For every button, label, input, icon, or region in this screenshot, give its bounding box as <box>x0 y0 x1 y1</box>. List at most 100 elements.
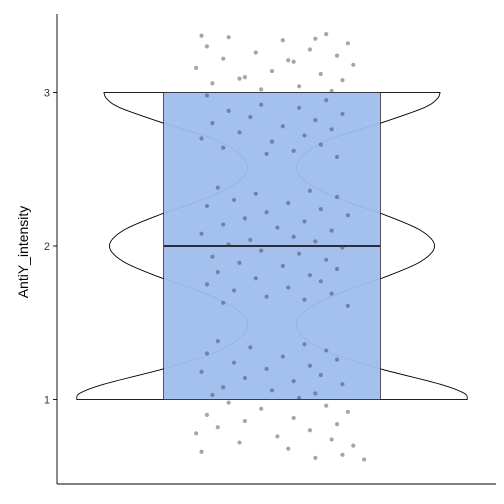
data-point <box>221 145 226 150</box>
data-point <box>199 136 204 141</box>
points-layer <box>194 32 367 462</box>
data-point <box>291 415 296 421</box>
data-point <box>307 273 313 278</box>
data-point <box>313 117 318 123</box>
data-point <box>221 300 226 305</box>
y-axis-title: AntiY_intensity <box>15 206 31 299</box>
data-point <box>307 188 313 193</box>
data-point <box>204 351 210 356</box>
data-point <box>221 385 226 390</box>
y-tick-label: 2 <box>44 241 50 253</box>
data-point <box>334 53 340 58</box>
data-point <box>253 191 258 196</box>
data-point <box>345 41 350 46</box>
data-point <box>291 234 296 239</box>
data-point <box>269 68 275 74</box>
data-point <box>351 62 356 67</box>
data-point <box>297 84 302 89</box>
data-point <box>242 216 247 221</box>
data-point <box>226 400 231 405</box>
data-point <box>204 282 210 287</box>
data-point <box>318 207 323 212</box>
data-point <box>324 348 329 353</box>
data-point <box>280 263 285 269</box>
data-point <box>324 98 329 103</box>
data-point <box>269 139 275 144</box>
data-point <box>307 47 313 52</box>
data-point <box>264 366 269 371</box>
data-point <box>264 294 269 299</box>
data-point <box>318 372 323 378</box>
data-point <box>340 452 345 457</box>
data-point <box>248 237 253 242</box>
data-point <box>280 38 285 43</box>
data-point <box>340 78 345 83</box>
data-point <box>210 254 215 259</box>
data-point <box>313 455 318 460</box>
y-tick-label: 1 <box>44 395 50 407</box>
data-point <box>264 210 269 215</box>
data-point <box>237 440 242 445</box>
data-point <box>237 260 242 265</box>
data-point <box>291 379 296 384</box>
data-point <box>231 360 237 365</box>
data-point <box>297 395 302 401</box>
data-point <box>334 357 340 362</box>
data-point <box>351 443 356 448</box>
data-point <box>286 446 291 451</box>
data-point <box>231 288 237 293</box>
data-point <box>221 56 226 61</box>
data-point <box>275 434 280 439</box>
data-point <box>307 428 313 433</box>
data-point <box>259 87 264 92</box>
data-point <box>291 59 296 64</box>
data-point <box>345 213 350 218</box>
data-point <box>242 375 247 381</box>
data-point <box>345 409 350 414</box>
data-point <box>324 257 329 262</box>
data-point <box>286 58 291 63</box>
data-point <box>280 354 285 359</box>
data-point <box>329 228 334 233</box>
data-point <box>215 270 220 275</box>
data-point <box>307 363 313 368</box>
data-point <box>280 124 285 129</box>
data-point <box>199 369 204 375</box>
data-point <box>210 121 215 126</box>
data-point <box>194 431 199 436</box>
data-point <box>340 245 345 250</box>
data-point <box>302 297 307 302</box>
data-point <box>318 279 323 284</box>
data-point <box>324 32 329 37</box>
data-point <box>297 251 302 256</box>
data-point <box>334 154 340 160</box>
data-point <box>226 108 231 113</box>
data-point <box>242 418 247 424</box>
data-point <box>221 222 226 227</box>
data-point <box>226 35 231 40</box>
data-point <box>259 248 264 253</box>
data-point <box>340 111 345 117</box>
data-point <box>329 291 334 296</box>
data-point <box>259 102 264 107</box>
box-layer <box>163 92 381 400</box>
data-point <box>215 425 220 430</box>
data-point <box>329 437 334 442</box>
data-point <box>334 194 340 199</box>
data-point <box>313 239 318 244</box>
data-point <box>226 242 231 247</box>
data-point <box>248 345 253 350</box>
data-point <box>215 339 220 344</box>
data-point <box>302 219 307 224</box>
data-point <box>345 303 350 308</box>
data-point <box>242 74 247 80</box>
data-point <box>248 114 253 120</box>
data-point <box>329 127 334 132</box>
data-point <box>286 200 291 206</box>
data-point <box>302 133 307 138</box>
data-point <box>204 412 210 418</box>
data-point <box>340 382 345 387</box>
data-point <box>253 50 258 55</box>
data-point <box>199 231 204 236</box>
